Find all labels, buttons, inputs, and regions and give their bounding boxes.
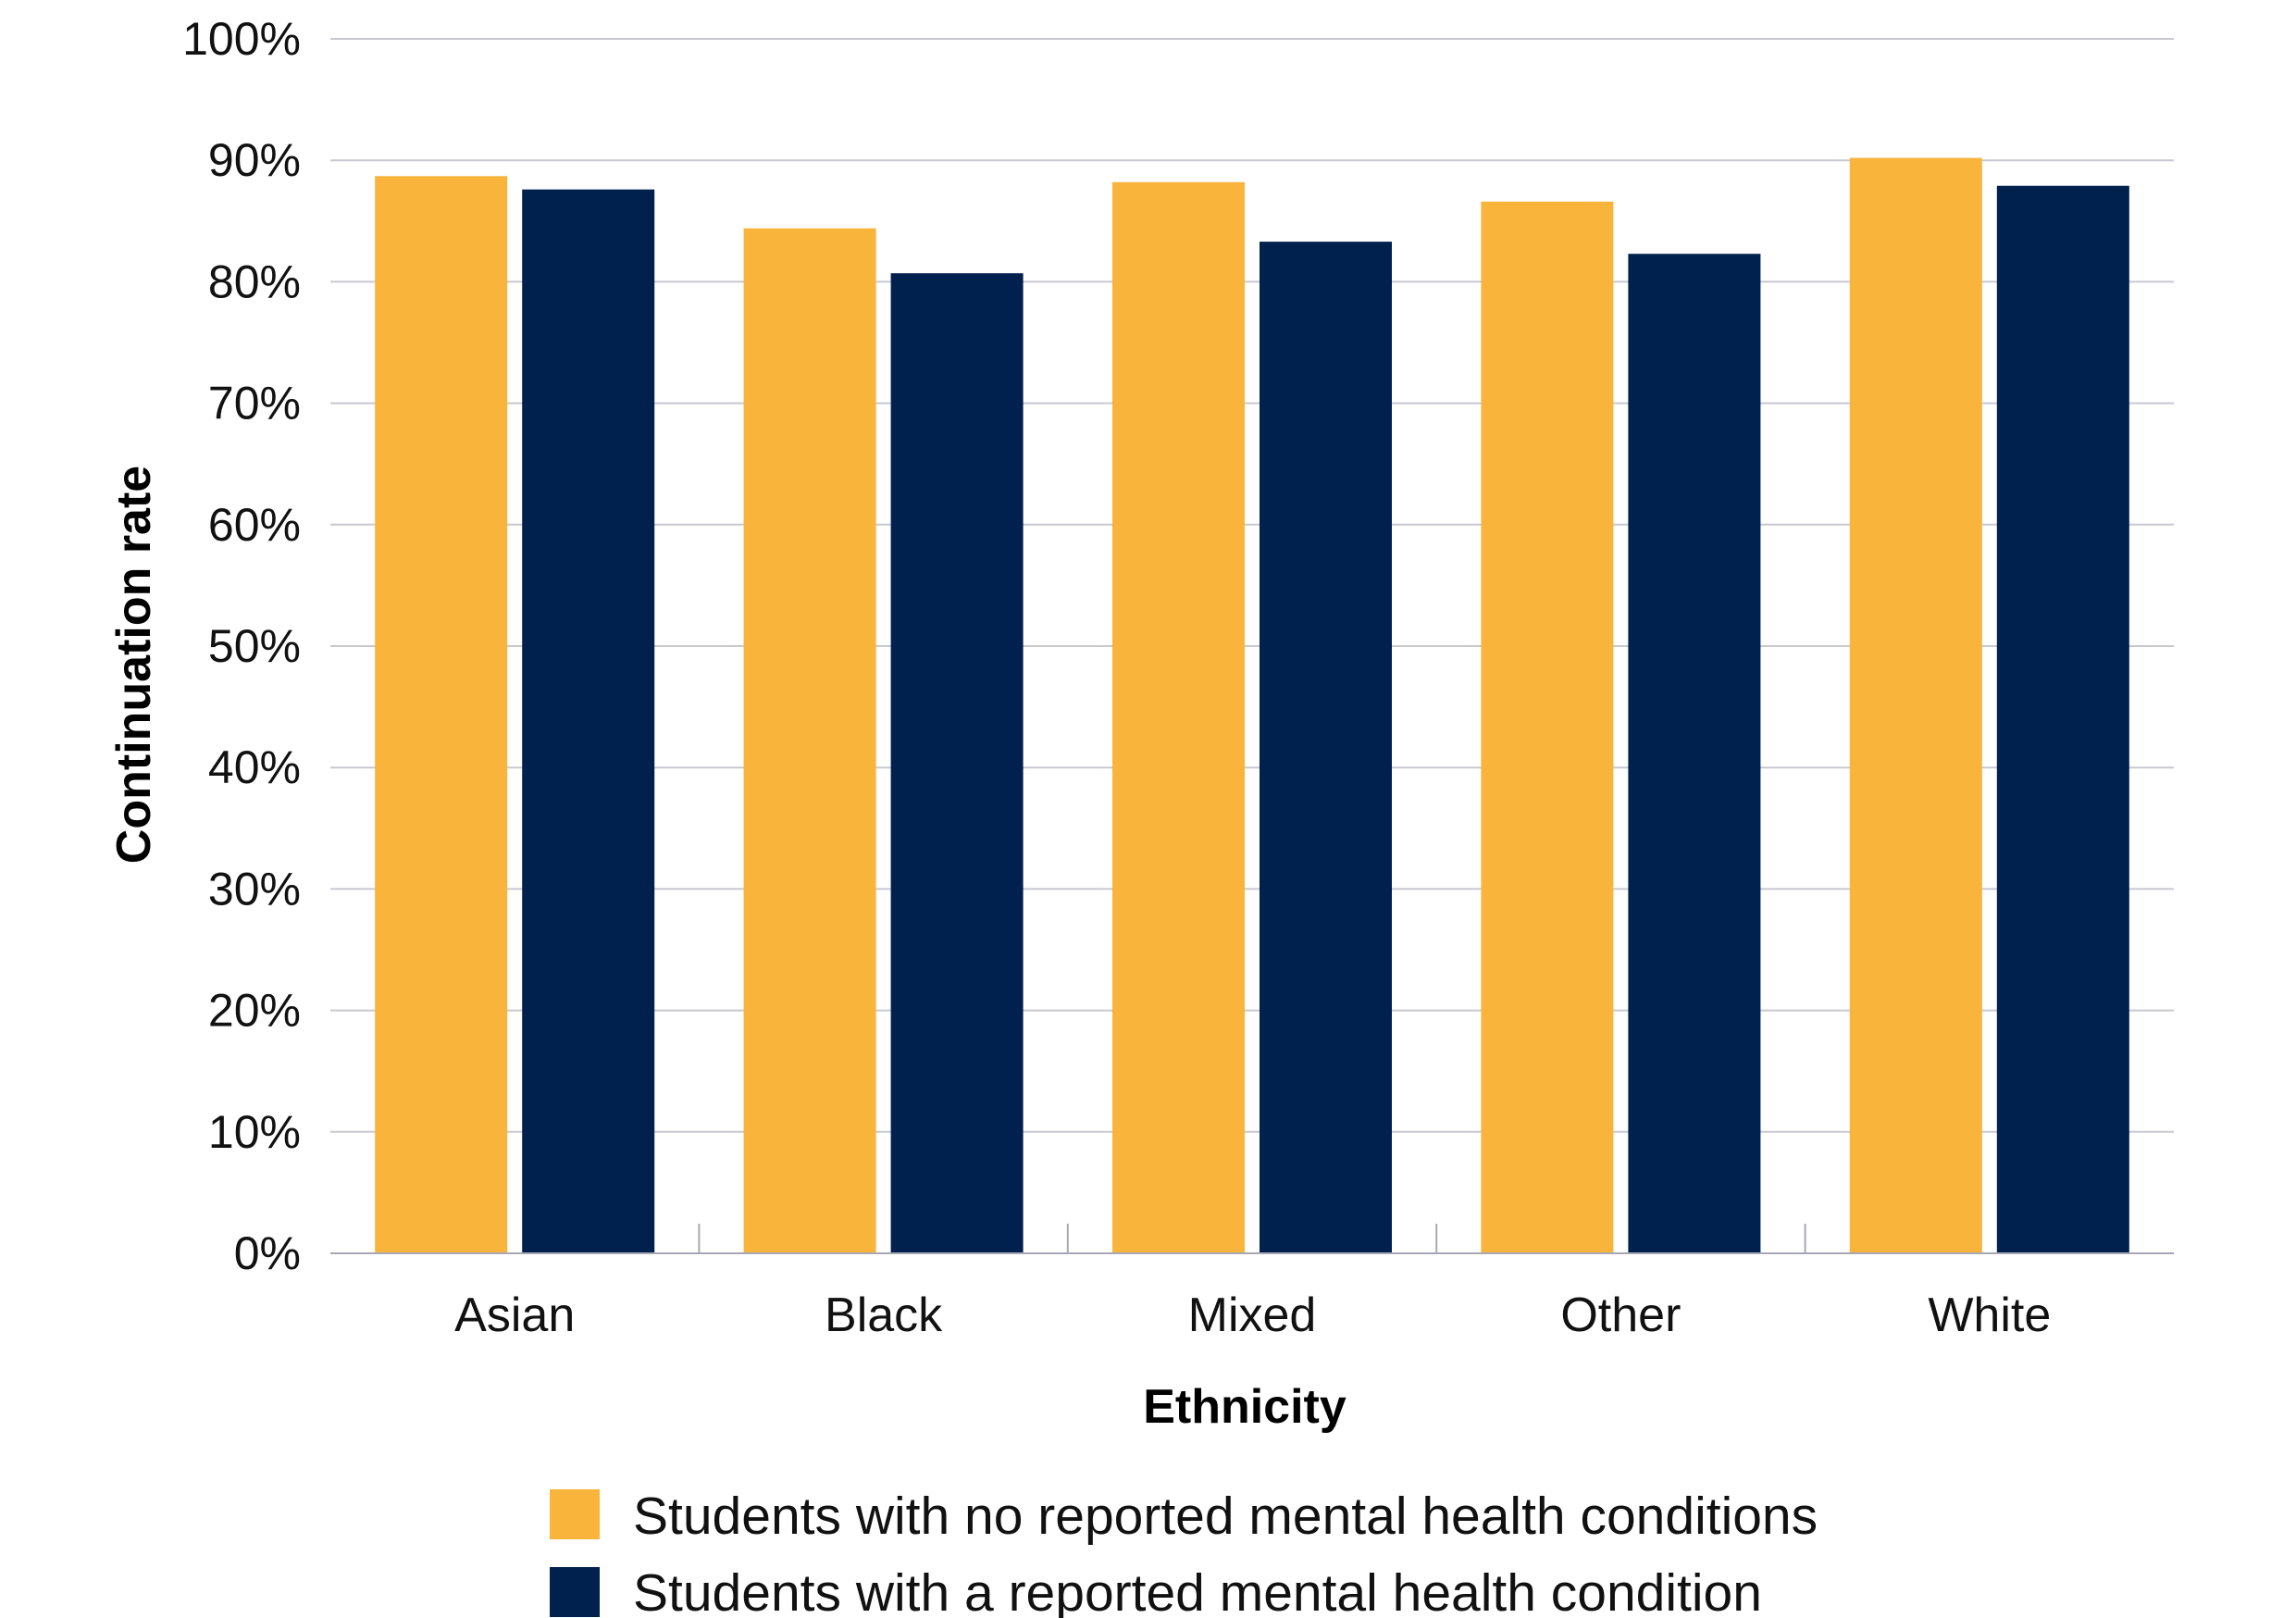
bar-mixed-series-2	[1260, 242, 1392, 1253]
y-tick-label: 70%	[208, 378, 301, 429]
y-tick-label: 0%	[234, 1227, 301, 1279]
legend: Students with no reported mental health …	[550, 1487, 1818, 1618]
x-tick-label: Asian	[454, 1288, 575, 1342]
bar-black-series-2	[890, 273, 1024, 1253]
y-axis-title: Continuation rate	[107, 466, 161, 864]
legend-swatch-no-condition	[550, 1489, 600, 1539]
bars	[375, 157, 2129, 1254]
x-axis-title: Ethnicity	[1143, 1380, 1347, 1434]
bar-other-series-2	[1628, 254, 1761, 1253]
x-tick-label: Mixed	[1188, 1288, 1317, 1342]
y-tick-labels: 0% 10% 20% 30% 40% 50% 60% 70% 80% 90% 100%	[182, 13, 301, 1279]
y-tick-label: 100%	[182, 13, 301, 65]
x-tick-label: White	[1928, 1288, 2051, 1342]
y-tick-label: 10%	[208, 1106, 301, 1158]
legend-label-with-condition: Students with a reported mental health c…	[633, 1563, 1762, 1618]
y-tick-label: 60%	[208, 499, 301, 551]
bar-white-series-1	[1849, 157, 1982, 1253]
bar-asian-series-1	[375, 176, 508, 1254]
x-tick-label: Black	[825, 1288, 943, 1342]
y-tick-label: 20%	[208, 985, 301, 1037]
x-tick-labels: Asian Black Mixed Other White	[454, 1288, 2051, 1342]
bar-black-series-1	[743, 228, 876, 1253]
bar-white-series-2	[1996, 185, 2129, 1254]
y-tick-label: 90%	[208, 134, 301, 186]
y-tick-label: 30%	[208, 863, 301, 915]
legend-swatch-with-condition	[550, 1567, 600, 1617]
x-axis	[330, 1224, 2174, 1254]
x-tick-label: Other	[1560, 1288, 1681, 1342]
y-tick-label: 50%	[208, 620, 301, 672]
y-tick-label: 80%	[208, 255, 301, 307]
legend-label-no-condition: Students with no reported mental health …	[633, 1487, 1818, 1546]
y-tick-label: 40%	[208, 741, 301, 793]
bar-other-series-1	[1481, 201, 1614, 1254]
bar-asian-series-2	[522, 189, 655, 1254]
bar-mixed-series-1	[1112, 181, 1245, 1253]
